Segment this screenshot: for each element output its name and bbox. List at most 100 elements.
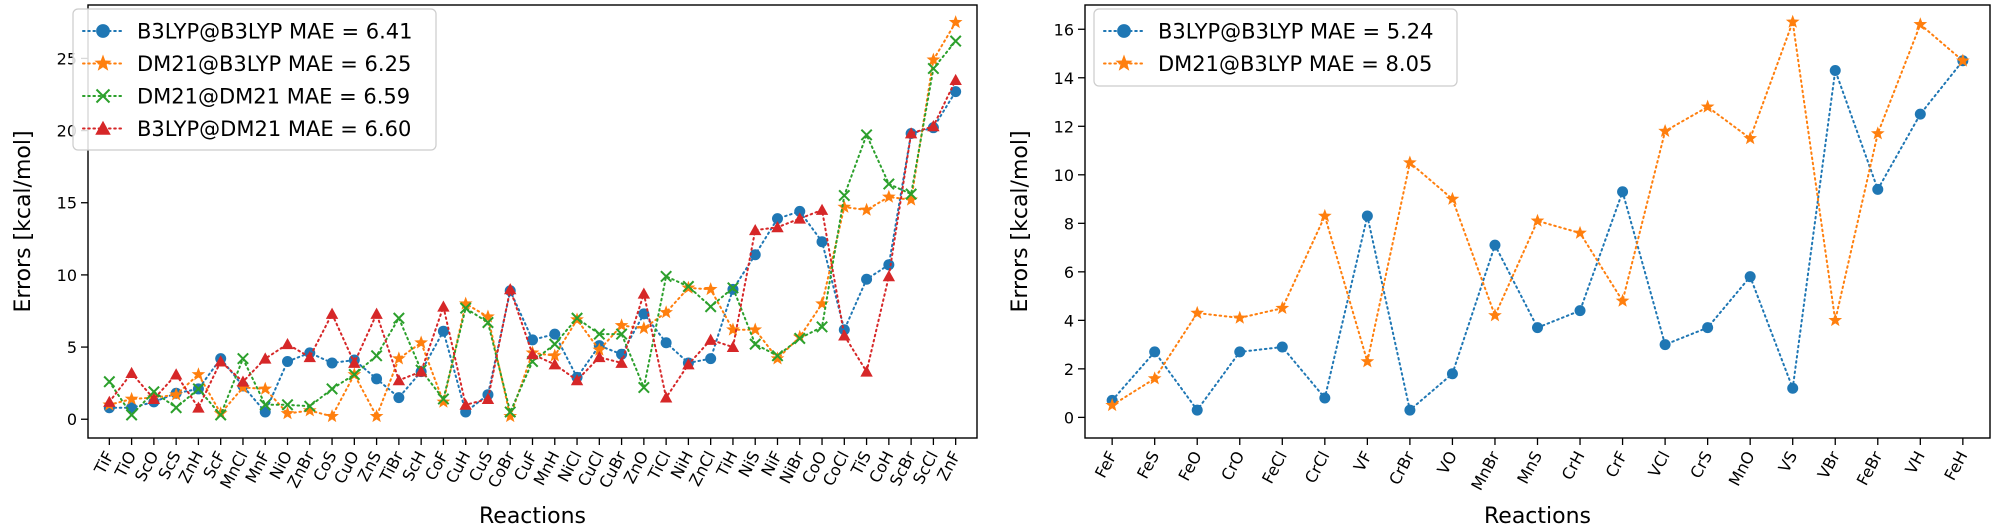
data-point xyxy=(837,199,852,213)
data-point xyxy=(126,402,138,414)
data-point xyxy=(614,318,629,332)
data-point xyxy=(103,395,116,407)
plot-area-frame xyxy=(1084,4,1991,439)
y-tick-label: 16 xyxy=(1054,20,1074,39)
data-point xyxy=(481,309,495,323)
data-point xyxy=(302,403,317,417)
data-point xyxy=(637,287,651,299)
data-point xyxy=(1234,346,1246,358)
data-point xyxy=(459,398,472,410)
data-point xyxy=(1105,398,1119,412)
data-point xyxy=(815,296,829,310)
data-point xyxy=(794,205,806,217)
data-point xyxy=(458,296,473,310)
data-point xyxy=(727,281,739,294)
data-point xyxy=(637,381,650,394)
data-point xyxy=(259,352,272,364)
data-point xyxy=(259,398,272,411)
data-point xyxy=(1829,64,1841,76)
data-point xyxy=(303,350,316,363)
data-point xyxy=(325,409,339,423)
data-point xyxy=(1488,308,1502,322)
data-point xyxy=(615,356,628,368)
data-point xyxy=(660,337,672,349)
data-point xyxy=(659,391,673,403)
x-tick-label: VO xyxy=(1433,448,1461,477)
series-line-0 xyxy=(108,90,957,414)
x-tick-label: CrF xyxy=(1602,448,1631,481)
data-point xyxy=(1574,305,1586,317)
data-point xyxy=(393,392,405,404)
data-point xyxy=(792,329,807,343)
data-point xyxy=(303,400,316,413)
data-point xyxy=(414,365,428,377)
data-point xyxy=(348,368,361,381)
data-point xyxy=(325,307,339,319)
data-point xyxy=(882,189,896,203)
data-point xyxy=(682,358,695,370)
y-tick-label: 8 xyxy=(1064,214,1074,233)
legend-box xyxy=(72,8,437,151)
data-point xyxy=(703,282,718,296)
data-point xyxy=(838,329,851,341)
data-point xyxy=(147,385,160,398)
y-tick-label: 15 xyxy=(57,194,77,213)
data-point xyxy=(816,236,828,248)
x-tick-label: MnS xyxy=(1513,448,1546,487)
data-point xyxy=(192,401,205,413)
data-point xyxy=(1530,213,1545,227)
data-point xyxy=(1275,301,1290,315)
data-point xyxy=(1360,354,1375,368)
data-point xyxy=(370,349,383,362)
data-point xyxy=(192,383,205,395)
data-point xyxy=(860,365,873,377)
legend-box xyxy=(1093,8,1458,87)
data-point xyxy=(1658,123,1672,137)
data-point xyxy=(1445,191,1460,205)
data-point xyxy=(816,320,828,333)
data-point xyxy=(414,335,428,349)
data-point xyxy=(371,373,383,385)
legend-marker xyxy=(95,120,111,135)
y-tick-label: 14 xyxy=(1054,69,1074,88)
x-tick-label: NiS xyxy=(734,448,763,480)
data-point xyxy=(1872,183,1884,195)
data-point xyxy=(258,381,273,395)
x-tick-label: FeH xyxy=(1940,448,1971,484)
legend-label: DM21@B3LYP MAE = 8.05 xyxy=(1158,52,1432,76)
data-point xyxy=(771,349,784,362)
data-point xyxy=(481,392,495,404)
data-point xyxy=(815,203,829,215)
x-tick-label: CrCl xyxy=(1301,448,1333,486)
data-point xyxy=(859,202,874,216)
data-point xyxy=(281,337,294,350)
y-tick-label: 0 xyxy=(1064,408,1074,427)
legend-label: B3LYP@B3LYP MAE = 6.41 xyxy=(137,20,412,44)
data-point xyxy=(838,189,851,202)
data-point xyxy=(213,406,228,420)
data-point xyxy=(726,322,740,336)
data-point xyxy=(548,338,561,351)
x-axis-label: Reactions xyxy=(479,504,586,529)
data-point xyxy=(259,406,271,418)
data-point xyxy=(927,62,940,75)
data-point xyxy=(570,374,584,386)
data-point xyxy=(191,367,206,381)
data-point xyxy=(103,375,116,388)
x-tick-label: CrS xyxy=(1686,448,1716,482)
data-point xyxy=(1914,108,1926,120)
data-point xyxy=(593,350,606,363)
x-axis-label: Reactions xyxy=(1484,504,1591,529)
data-point xyxy=(459,302,472,315)
data-point xyxy=(904,192,918,206)
data-point xyxy=(749,249,761,261)
y-axis-label: Errors [kcal/mol] xyxy=(11,130,36,312)
data-point xyxy=(281,398,294,411)
data-point xyxy=(437,393,450,405)
y-tick-label: 25 xyxy=(57,49,77,68)
data-point xyxy=(950,86,962,98)
data-point xyxy=(882,270,896,282)
data-point xyxy=(771,213,783,225)
data-point xyxy=(793,212,806,224)
legend-label: DM21@B3LYP MAE = 6.25 xyxy=(137,52,411,76)
